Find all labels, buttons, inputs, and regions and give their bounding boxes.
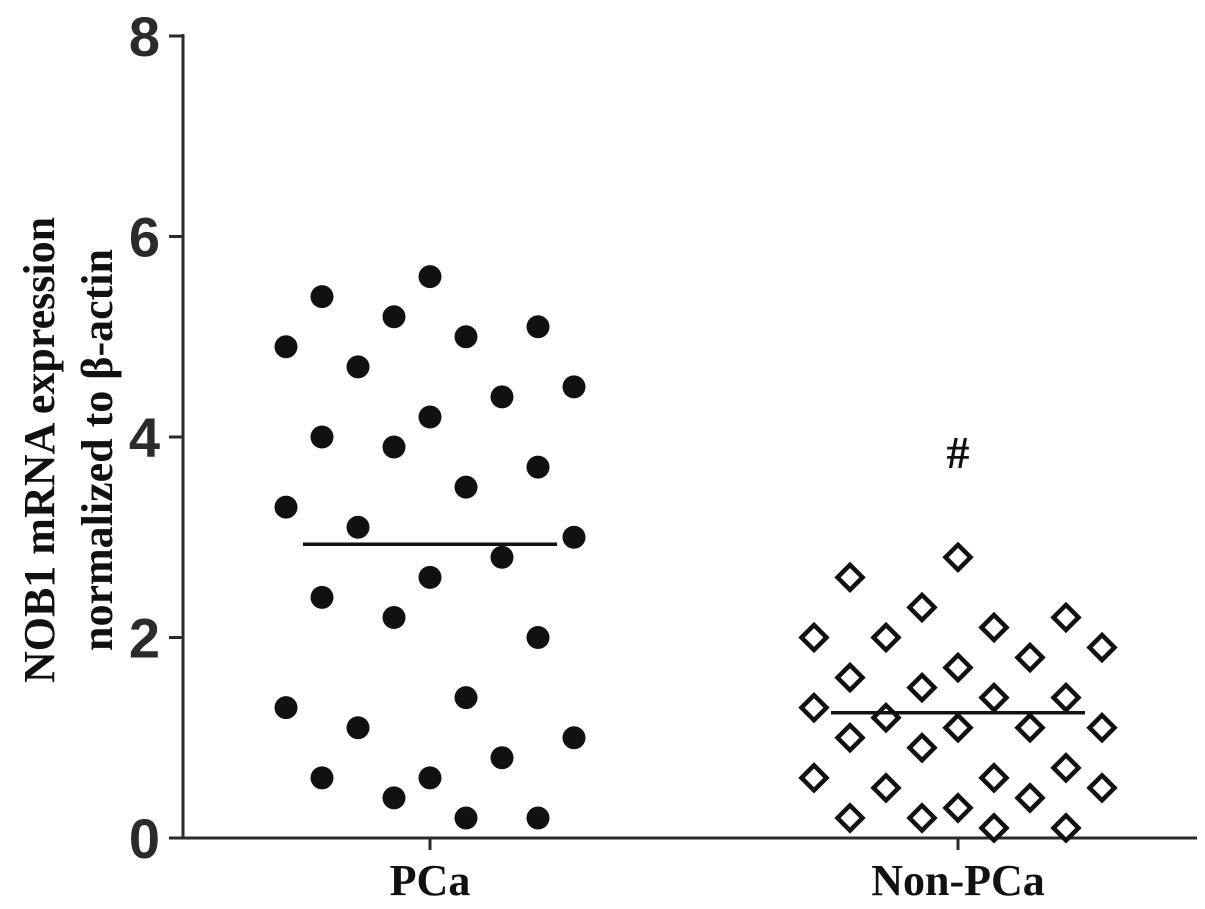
- non-pca-point-29: [834, 802, 866, 834]
- non-pca-point-2: [834, 561, 866, 594]
- pca-point-12: [382, 435, 406, 459]
- non-pca-point-7: [870, 621, 902, 654]
- non-pca-point-23: [978, 762, 1010, 794]
- y-ticks: 0 2 4 6 8: [129, 5, 183, 870]
- significance-marker: #: [947, 427, 970, 478]
- y-axis-label: NOB1 mRNA expression normalized to β-act…: [15, 217, 122, 683]
- non-pca-point-6: [798, 621, 830, 654]
- pca-point-15: [274, 495, 298, 519]
- pca-point-10: [418, 405, 442, 429]
- data-points: [274, 265, 1118, 844]
- non-pca-point-18: [1014, 712, 1046, 744]
- pca-point-32: [454, 806, 478, 830]
- non-pca-point-32: [978, 812, 1010, 844]
- y-tick-label-4: 4: [129, 406, 160, 469]
- y-tick-label-8: 8: [129, 5, 160, 68]
- axes: [181, 34, 1197, 840]
- y-axis-label-line1: NOB1 mRNA expression: [15, 217, 64, 683]
- annotations: #: [947, 427, 970, 478]
- non-pca-point-10: [942, 651, 974, 684]
- pca-point-6: [274, 335, 298, 359]
- x-category-label-non-pca: Non-PCa: [871, 856, 1045, 905]
- pca-point-14: [454, 475, 478, 499]
- non-pca-point-1: [942, 541, 974, 573]
- x-category-label-pca: PCa: [390, 856, 471, 905]
- non-pca-point-3: [906, 591, 938, 624]
- pca-point-11: [310, 425, 334, 449]
- pca-point-31: [526, 806, 550, 830]
- pca-point-19: [418, 565, 442, 589]
- pca-point-20: [310, 585, 334, 609]
- non-pca-point-17: [1086, 712, 1118, 744]
- non-pca-point-5: [978, 611, 1010, 644]
- non-pca-point-12: [906, 671, 938, 704]
- pca-point-21: [382, 605, 406, 629]
- non-pca-point-15: [798, 691, 830, 724]
- pca-point-3: [382, 305, 406, 329]
- mean-lines: [303, 542, 1085, 715]
- non-pca-point-31: [1050, 812, 1082, 844]
- pca-point-29: [310, 766, 334, 790]
- non-pca-point-26: [1086, 772, 1118, 804]
- pca-point-26: [562, 726, 586, 750]
- pca-point-1: [418, 265, 442, 289]
- pca-point-2: [310, 285, 334, 309]
- pca-point-27: [490, 746, 514, 770]
- pca-point-7: [346, 355, 370, 379]
- pca-point-13: [526, 455, 550, 479]
- non-pca-point-11: [834, 661, 866, 694]
- pca-point-24: [274, 696, 298, 720]
- non-pca-point-24: [798, 762, 830, 794]
- pca-point-9: [490, 385, 514, 409]
- pca-point-18: [490, 545, 514, 569]
- non-pca-point-20: [834, 722, 866, 754]
- y-tick-label-6: 6: [129, 206, 160, 269]
- pca-point-8: [562, 375, 586, 399]
- non-pca-point-13: [1050, 681, 1082, 714]
- x-category-labels: PCa Non-PCa: [390, 838, 1045, 905]
- pca-point-17: [562, 525, 586, 549]
- pca-point-16: [346, 515, 370, 539]
- y-tick-label-2: 2: [129, 607, 160, 670]
- non-pca-point-8: [1086, 631, 1118, 664]
- non-pca-point-16: [870, 702, 902, 734]
- non-pca-point-4: [1050, 601, 1082, 634]
- non-pca-point-30: [906, 802, 938, 834]
- pca-point-22: [526, 626, 550, 649]
- non-pca-point-25: [870, 772, 902, 804]
- non-pca-point-14: [978, 681, 1010, 714]
- non-pca-point-19: [942, 712, 974, 744]
- pca-point-5: [454, 325, 478, 349]
- pca-point-4: [526, 315, 550, 339]
- pca-point-23: [454, 686, 478, 710]
- non-pca-point-28: [942, 792, 974, 824]
- non-pca-point-27: [1014, 782, 1046, 814]
- non-pca-point-9: [1014, 641, 1046, 674]
- y-tick-label-0: 0: [129, 807, 160, 870]
- non-pca-point-21: [906, 732, 938, 764]
- pca-point-25: [346, 716, 370, 740]
- pca-point-28: [418, 766, 442, 790]
- non-pca-point-22: [1050, 752, 1082, 784]
- pca-point-30: [382, 786, 406, 810]
- y-axis-label-line2: normalized to β-actin: [73, 249, 122, 651]
